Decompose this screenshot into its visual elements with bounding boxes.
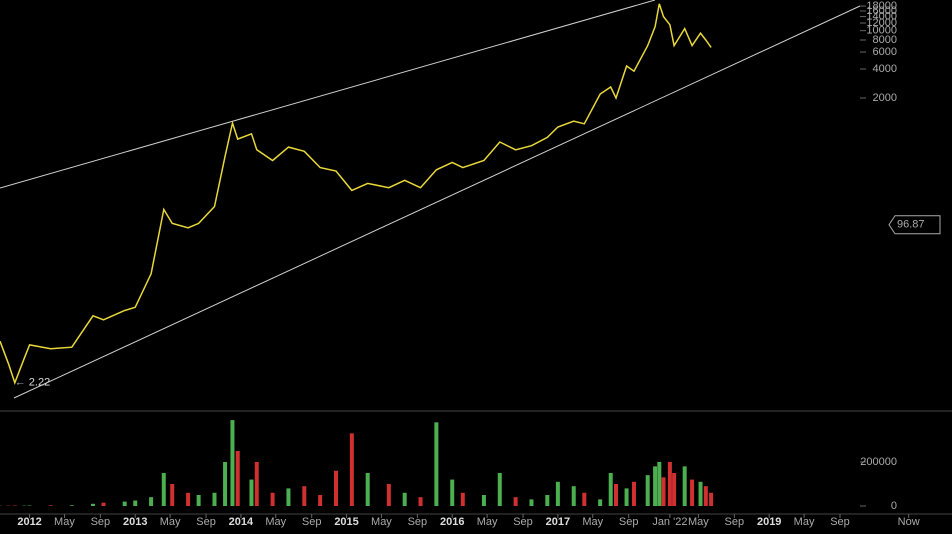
volume-bar [624,488,629,506]
volume-bar [460,492,465,506]
volume-bar [645,475,650,506]
y-tick-label: 0 [891,500,897,512]
volume-bar [661,477,666,506]
y-tick-label: 200000 [860,456,897,468]
volume-bar [365,472,370,506]
volume-bar [133,500,138,506]
volume-bar [90,503,95,506]
y-tick-label: 8000 [873,34,897,46]
x-tick-label: May [688,516,709,528]
y-tick-label: 14000 [866,10,897,22]
volume-bar [223,461,228,506]
x-tick-label: Now [898,516,920,528]
x-tick-label: May [54,516,75,528]
x-tick-label: Sep [408,516,428,528]
x-tick-label: May [794,516,815,528]
x-tick-label: Sep [725,516,745,528]
volume-bar [270,492,275,506]
volume-bar [667,461,672,506]
low-arrow: ← [15,377,26,389]
volume-bar [186,492,191,506]
volume-bar [672,472,677,506]
volume-bar [450,479,455,506]
marker-label: 96.87 [897,219,925,231]
volume-bar [545,494,550,506]
volume-bar [122,501,127,506]
volume-bar [529,499,534,506]
volume-bar [582,492,587,506]
volume-bar [690,479,695,506]
low-label: 2.22 [29,377,50,389]
x-tick-label: May [371,516,392,528]
volume-bar [302,486,307,506]
x-tick-label: 2015 [334,516,358,528]
x-tick-label: Sep [91,516,111,528]
x-tick-label: May [582,516,603,528]
volume-bar [497,472,502,506]
x-tick-label: 2013 [123,516,147,528]
x-tick-label: May [477,516,498,528]
y-tick-label: 6000 [873,46,897,58]
volume-bar [513,497,518,506]
trend-line-lower [13,5,861,399]
y-tick-label: 2000 [873,92,897,104]
volume-bar [709,492,714,506]
volume-bar [196,494,201,506]
y-tick-label: 10000 [866,25,897,37]
volume-bar [614,483,618,506]
volume-bar [703,486,708,506]
volume-bar [402,492,407,506]
volume-bar [481,494,486,506]
y-tick-label: 12000 [866,17,897,29]
volume-bar [101,502,106,506]
trend-line-upper [0,0,656,189]
volume-bar [334,470,338,506]
x-tick-label: Sep [619,516,639,528]
volume-bar [698,481,703,506]
volume-bar [235,450,240,506]
volume-bar [48,505,53,506]
volume-bar [682,466,687,506]
x-tick-label: Jan '22 [652,516,687,528]
volume-bar [386,483,391,506]
x-tick-label: 2014 [229,516,254,528]
volume-bar [212,492,217,506]
volume-bar [149,497,154,506]
volume-bar [69,505,74,506]
volume-bar [608,472,613,506]
volume-bar [653,466,658,506]
volume-bar [434,422,439,506]
x-tick-label: Sep [513,516,533,528]
volume-bar [249,479,254,506]
volume-bar [571,486,576,506]
volume-bar [555,481,560,506]
volume-bar [254,461,259,506]
x-tick-label: Sep [302,516,322,528]
x-tick-label: 2012 [17,516,41,528]
volume-bar [349,433,354,506]
volume-bar [286,488,291,506]
volume-bar [170,483,175,506]
volume-bar [657,461,662,506]
price-line [0,3,712,386]
x-tick-label: May [160,516,181,528]
volume-bar [631,481,636,506]
x-tick-label: Sep [196,516,216,528]
y-tick-label: 4000 [873,63,897,75]
y-tick-label: 18000 [866,0,897,12]
x-tick-label: 2019 [757,516,781,528]
x-tick-label: 2016 [440,516,464,528]
x-tick-label: 2017 [546,516,570,528]
marker-box [888,215,941,235]
volume-bar [318,494,323,506]
volume-bar [418,497,423,506]
x-tick-label: May [265,516,286,528]
volume-bar [230,420,235,506]
y-tick-label: 16000 [866,5,897,17]
volume-bar [161,472,166,506]
volume-bar [598,499,603,506]
x-tick-label: Sep [830,516,850,528]
